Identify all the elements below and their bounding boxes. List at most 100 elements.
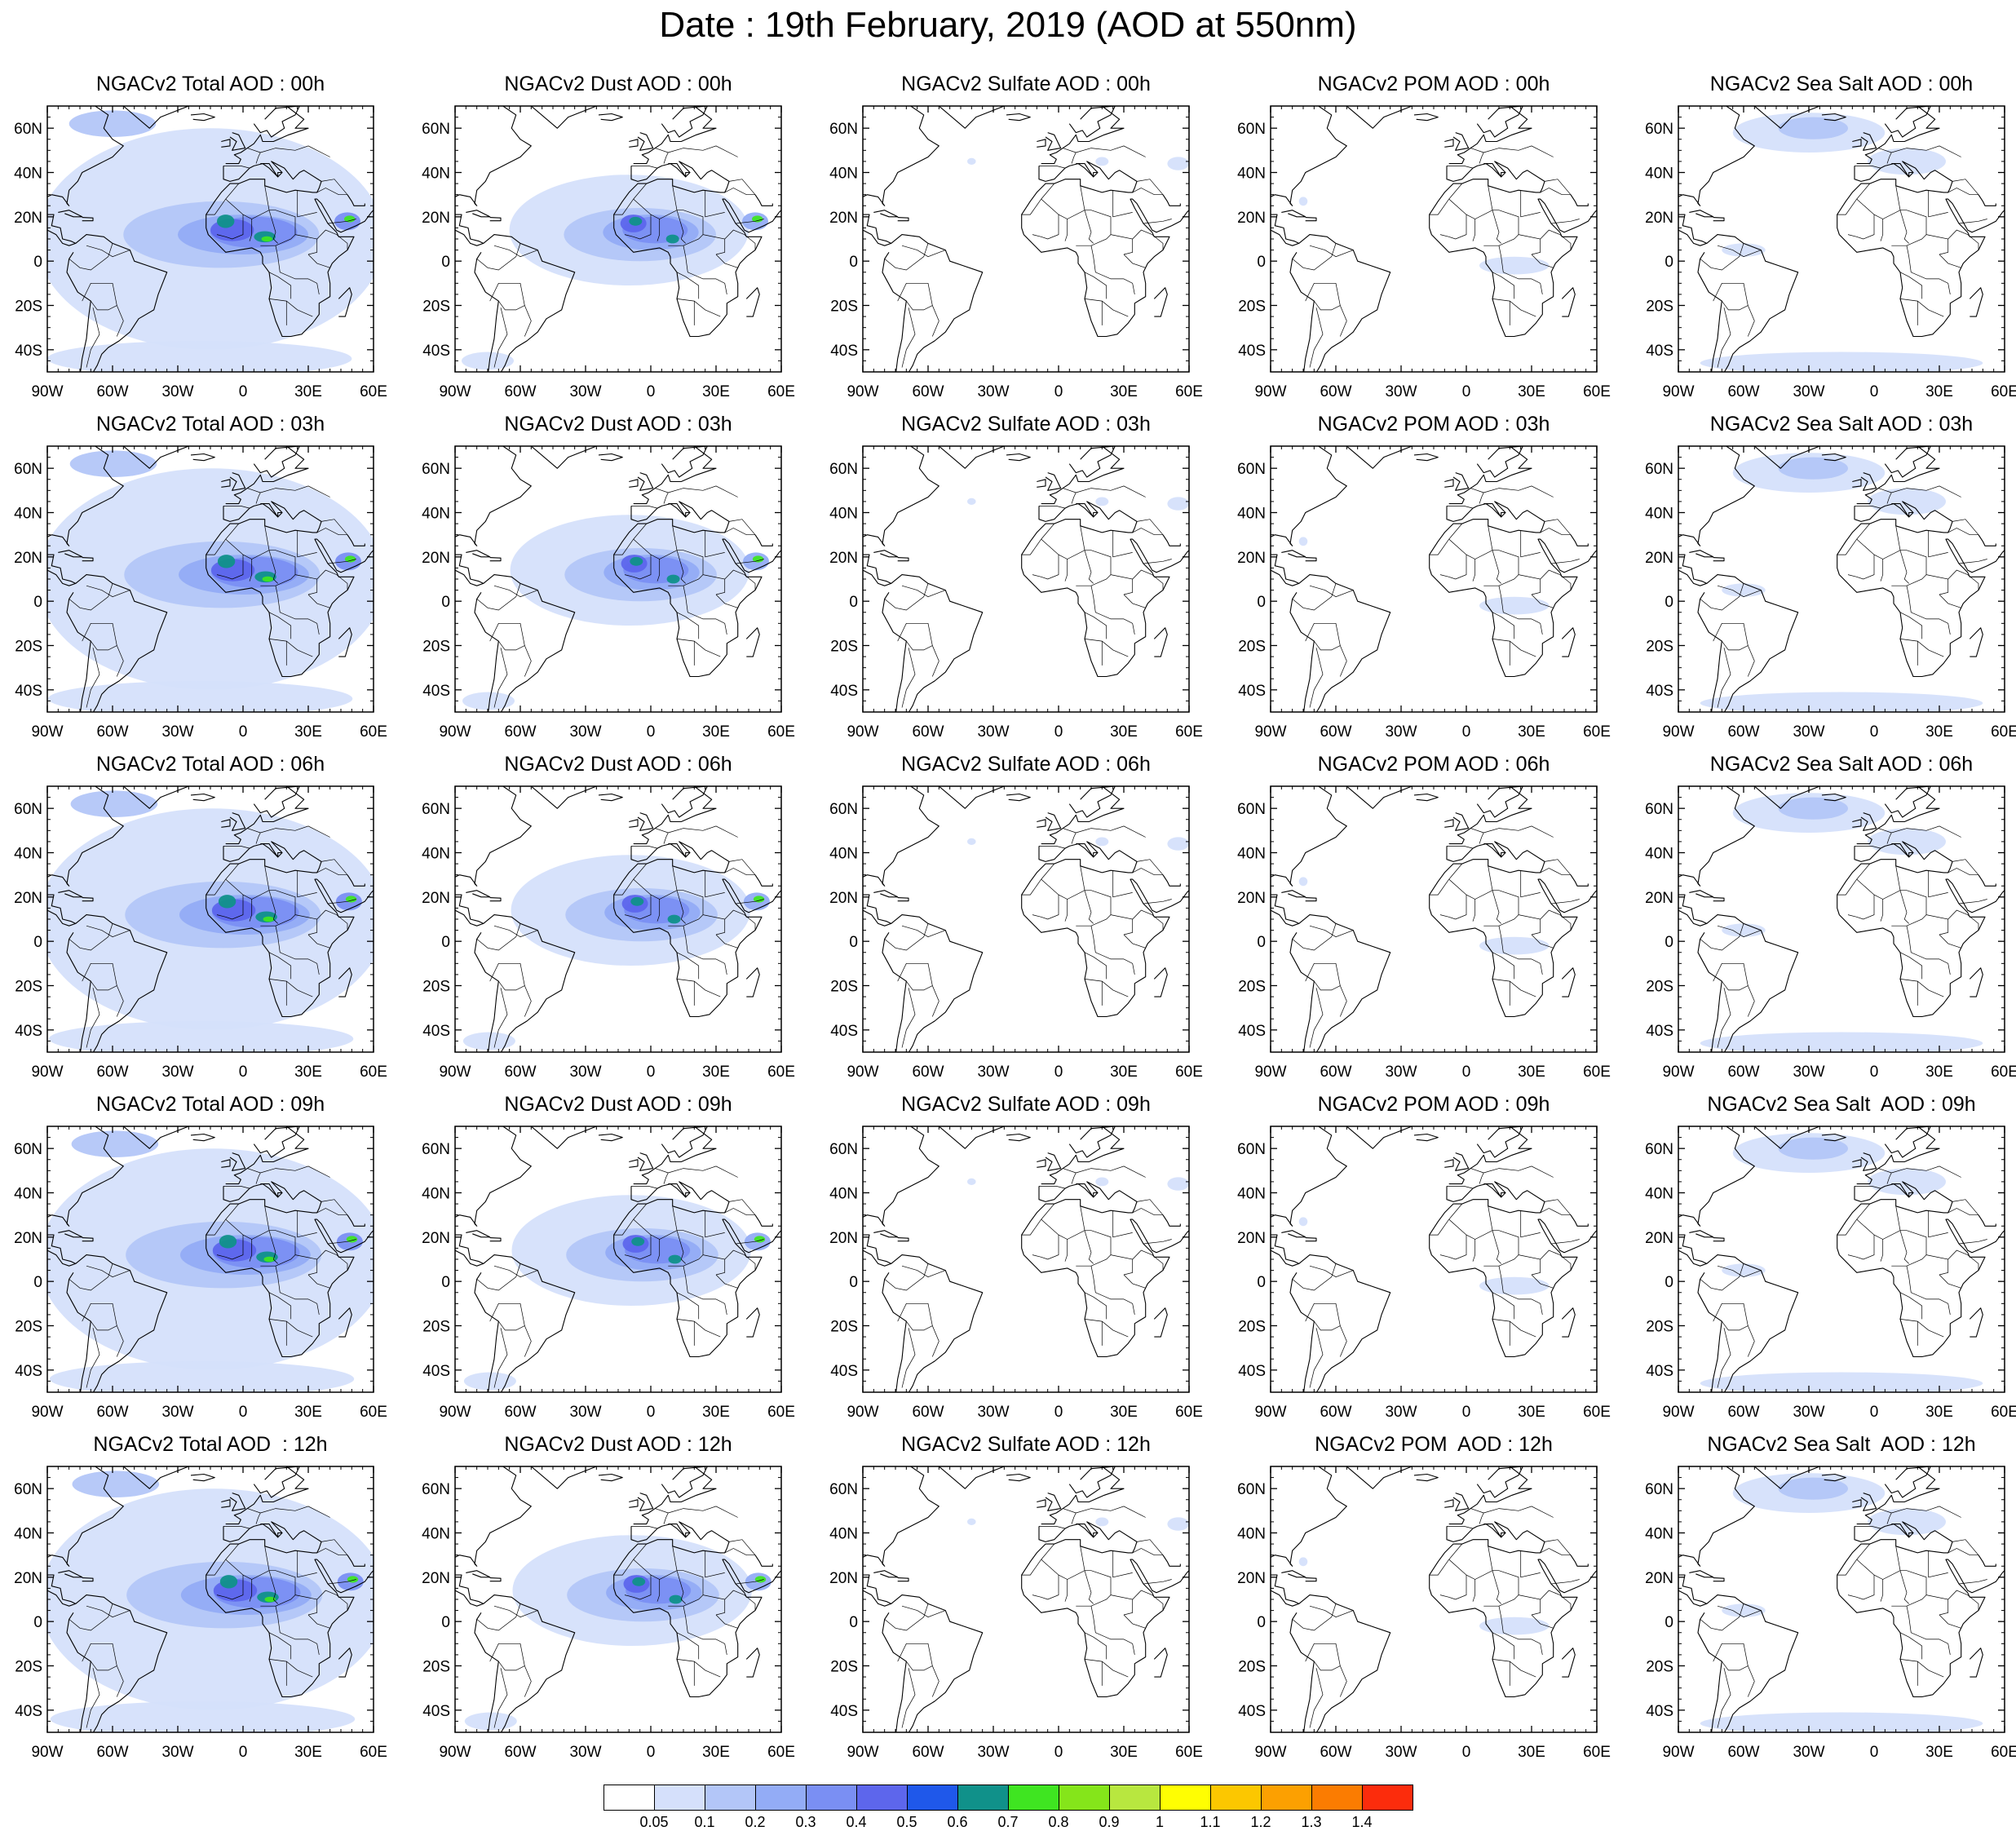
coast-cuba [58, 550, 83, 558]
coast-arabia-gulf [1162, 194, 1181, 206]
coastlines [47, 1126, 374, 1392]
coast-south-america [66, 574, 168, 712]
coast-italy-boot [1483, 163, 1505, 178]
coast-south-america [474, 914, 576, 1052]
map-plot: 60N 40N 20N 0 20S 40S 90W 60W 30W 0 30E 60E [14, 105, 387, 400]
lon-tick-label: 0 [647, 383, 656, 400]
coast-europe-africa-asia [206, 446, 374, 678]
coast-cuba [1689, 1570, 1714, 1578]
panel-title: NGACv2 Total AOD : 06h [95, 753, 325, 776]
coast-hispaniola [489, 1577, 502, 1582]
aod-blob [1722, 583, 1766, 597]
lon-tick-label: 30E [1925, 1404, 1953, 1421]
lon-tick-label: 60W [1727, 1064, 1759, 1081]
coast-greenland [82, 446, 189, 469]
colorbar-swatch [1210, 1785, 1262, 1811]
map-plot: 60N 40N 20N 0 20S 40S 90W 60W 30W 0 30E 60E [422, 785, 795, 1081]
aod-blob [71, 1130, 159, 1157]
lat-tick-label: 20S [15, 299, 42, 316]
lon-tick-label: 90W [1254, 723, 1286, 741]
lon-tick-label: 30W [161, 1404, 193, 1421]
lat-tick-label: 40S [422, 683, 450, 700]
lon-tick-label: 30W [1793, 1404, 1824, 1421]
lat-tick-label: 60N [1237, 121, 1266, 138]
colorbar-label: 1 [1155, 1814, 1164, 1830]
coast-south-america [1697, 234, 1799, 372]
lon-tick-label: 60E [767, 1064, 795, 1081]
panel-title: NGACv2 POM AOD : 09h [1317, 1093, 1550, 1116]
coast-great-britain [229, 132, 246, 151]
aod-blob [665, 234, 679, 244]
coast-great-britain [1452, 812, 1470, 831]
colorbar-swatch [1008, 1785, 1059, 1811]
coast-europe-africa-asia [1021, 446, 1189, 678]
lat-tick-label: 40N [14, 1186, 42, 1203]
lon-tick-label: 30E [294, 1744, 322, 1761]
map-panel-pom-0: NGACv2 POM AOD : 00h 60N 40N 20N 0 20S 40S 90W 6… [1223, 72, 1631, 411]
aod-blob [630, 896, 644, 906]
aod-field [1700, 1473, 1983, 1732]
lon-tick-label: 30E [1518, 1744, 1545, 1761]
lon-tick-label: 60E [1175, 723, 1203, 741]
lat-tick-label: 20S [422, 1659, 450, 1676]
coast-central-america [455, 894, 484, 927]
map-plot: 60N 40N 20N 0 20S 40S 90W 60W 30W 0 30E 60E [14, 785, 387, 1081]
lat-tick-label: 20N [1237, 1570, 1266, 1587]
coast-south-america [882, 574, 984, 712]
lon-tick-label: 0 [647, 1064, 656, 1081]
coastlines [1271, 106, 1597, 372]
coast-south-america [882, 1254, 984, 1392]
lon-tick-label: 60E [767, 1404, 795, 1421]
lat-tick-label: 0 [1665, 254, 1673, 271]
coast-europe-africa-asia [1429, 106, 1597, 338]
map-plot: 60N 40N 20N 0 20S 40S 90W 60W 30W 0 30E 60E [829, 445, 1203, 741]
coast-arabia-gulf [1162, 1214, 1181, 1227]
aod-blob [69, 450, 157, 477]
coast-north-america [1678, 1466, 1755, 1567]
coast-madagascar [1561, 967, 1576, 997]
coast-italy-boot [1483, 1524, 1505, 1538]
aod-blob [752, 215, 763, 223]
coast-greenland [82, 1126, 189, 1149]
lat-tick-label: 40S [1646, 683, 1673, 700]
coast-north-america [863, 1126, 939, 1227]
coast-italy-boot [1483, 843, 1505, 858]
lat-tick-label: 20N [14, 210, 42, 227]
lat-tick-label: 20S [15, 1319, 42, 1336]
aod-blob [262, 576, 273, 582]
coast-hispaniola [1305, 897, 1317, 902]
lon-tick-label: 30E [702, 1744, 730, 1761]
coast-central-america [455, 554, 484, 586]
coast-iceland [1006, 793, 1031, 802]
panel-title: NGACv2 Sulfate AOD : 09h [901, 1093, 1151, 1116]
lon-tick-label: 30E [1110, 723, 1138, 741]
coast-central-america [863, 1234, 892, 1267]
aod-blob [1700, 352, 1983, 372]
aod-field [1700, 453, 1983, 712]
coast-great-britain [1860, 1152, 1877, 1171]
aod-blob [1778, 1477, 1848, 1500]
coast-iceland [598, 793, 623, 802]
map-plot: 60N 40N 20N 0 20S 40S 90W 60W 30W 0 30E 60E [1645, 445, 2016, 741]
lat-tick-label: 40N [422, 166, 450, 183]
country-borders [476, 825, 764, 1048]
coast-great-britain [637, 1152, 654, 1171]
coast-iceland [1413, 1133, 1439, 1142]
coast-north-america [47, 446, 124, 546]
lat-tick-label: 0 [1257, 934, 1266, 951]
aod-field [1298, 1217, 1550, 1295]
colorbar-label: 0.9 [1099, 1814, 1120, 1830]
coast-iceland [1821, 1133, 1846, 1142]
lon-tick-label: 90W [1254, 1744, 1286, 1761]
lat-tick-label: 60N [422, 461, 450, 478]
coastlines [455, 1466, 781, 1732]
coast-hispaniola [1713, 897, 1725, 902]
aod-blob [1167, 837, 1189, 851]
lon-tick-label: 30E [1518, 723, 1545, 741]
lat-tick-label: 60N [422, 801, 450, 818]
lat-tick-label: 0 [33, 254, 42, 271]
lat-tick-label: 40N [422, 1186, 450, 1203]
coastlines [1271, 786, 1597, 1052]
coast-north-america [863, 1466, 939, 1567]
country-borders [884, 1165, 1172, 1388]
